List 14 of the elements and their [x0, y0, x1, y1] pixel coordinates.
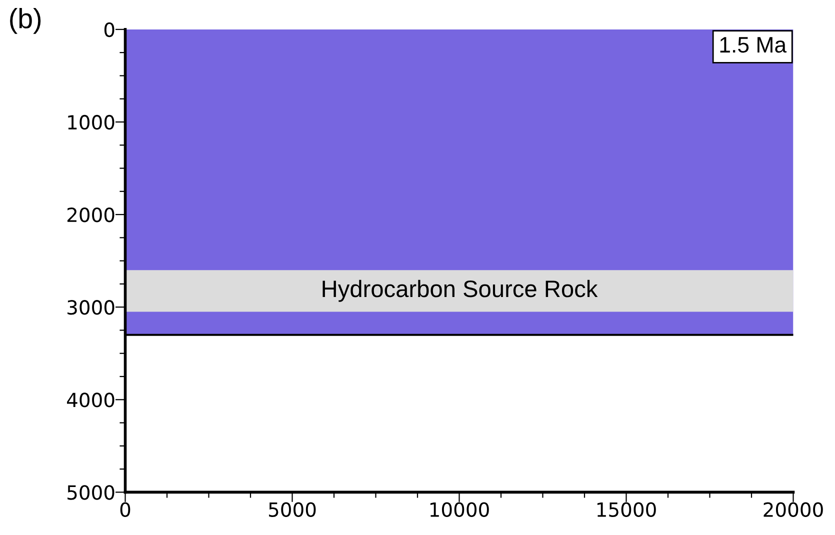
- annotation: 1.5 Ma: [720, 37, 787, 53]
- x-tick-label: 5000: [269, 502, 316, 517]
- x-tick-label: 10000: [430, 502, 489, 517]
- x-tick-label: 15000: [597, 502, 656, 517]
- y-tick-label: 4000: [66, 392, 114, 408]
- x-tick-label: 20000: [764, 502, 823, 517]
- chart-title: (b): [10, 8, 41, 34]
- y-tick-label: 1000: [68, 114, 114, 130]
- band-label: Hydrocarbon Source Rock: [322, 280, 598, 302]
- y-tick-label: 0: [104, 22, 114, 38]
- y-tick-label: 3000: [68, 300, 114, 315]
- x-tick-label: 0: [120, 502, 130, 517]
- y-tick-label: 5000: [68, 485, 114, 500]
- y-tick-label: 2000: [67, 207, 114, 222]
